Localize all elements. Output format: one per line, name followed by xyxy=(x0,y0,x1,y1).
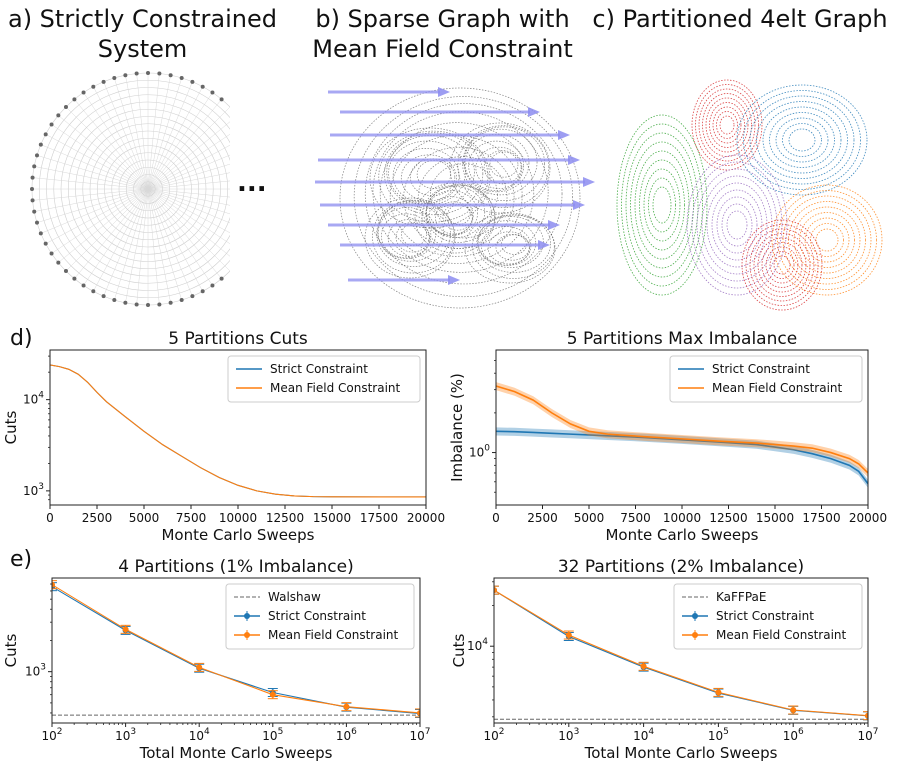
imbalance-xtick-label: 15000 xyxy=(756,511,794,525)
cuts-xtick-label: 5000 xyxy=(129,511,160,525)
chart-cuts-5-partitions: 5 Partitions Cuts 0 2500 5000 7500 10000 12500… xyxy=(2,329,445,544)
cuts-4p-point xyxy=(417,709,420,716)
cuts-32p-plot-frame xyxy=(493,577,869,724)
cuts-4p-plot-frame xyxy=(51,577,421,724)
imbalance-xtick-label: 2500 xyxy=(527,511,558,525)
cuts-4p-y-axis-label: Cuts xyxy=(2,633,20,667)
imbalance-series-line-1 xyxy=(496,385,868,474)
cuts-32p-legend-label: KaFFPaE xyxy=(716,590,766,604)
cuts-4p-xtick-label: 107 xyxy=(409,727,430,743)
cuts-4p-point xyxy=(343,703,350,710)
imbalance-xtick-label: 7500 xyxy=(620,511,651,525)
panel-b-title: b) Sparse Graph with xyxy=(315,5,570,33)
cuts-32p-xtick-label: 104 xyxy=(633,727,654,743)
cuts-32p-x-axis-label: Total Monte Carlo Sweeps xyxy=(584,744,778,762)
cuts-32p-series-line-1 xyxy=(494,589,868,717)
cuts-32p-legend xyxy=(673,583,863,650)
cuts-32p-xtick-label: 106 xyxy=(783,727,804,743)
cuts-4p-legend-label: Mean Field Constraint xyxy=(268,628,399,642)
cuts-4p-xtick-label: 105 xyxy=(262,727,283,743)
imbalance-xtick-label: 12500 xyxy=(709,511,747,525)
cuts-xtick-label: 17500 xyxy=(360,511,398,525)
imbalance-xtick-label: 10000 xyxy=(663,511,701,525)
cuts-xtick-label: 12500 xyxy=(266,511,304,525)
cuts-32p-point xyxy=(865,712,868,719)
cuts-ytick-label: 103 xyxy=(23,482,44,498)
cuts-32p-legend-label: Strict Constraint xyxy=(716,609,814,623)
cuts-xtick-label: 15000 xyxy=(313,511,351,525)
cuts-32p-y-axis-label: Cuts xyxy=(450,633,468,667)
chart-cuts-32-partitions: 32 Partitions (2% Imbalance) 102 103 104 105… xyxy=(450,557,879,762)
cuts-xtick-label: 0 xyxy=(46,511,54,525)
panel-d-label: d) xyxy=(10,326,33,351)
cuts-32p-point xyxy=(640,663,647,670)
cuts-4p-xtick-label: 102 xyxy=(41,727,62,743)
cuts-4p-point xyxy=(52,581,55,588)
panel-a-title: a) Strictly Constrained xyxy=(7,5,277,33)
cuts-32p-xtick-label: 102 xyxy=(483,727,504,743)
cuts-4p-xtick-label: 106 xyxy=(336,727,357,743)
cuts-4p-x-axis-label: Total Monte Carlo Sweeps xyxy=(139,744,333,762)
chart-cuts-4-partitions: 4 Partitions (1% Imbalance) 102 103 104 105 1… xyxy=(2,557,431,762)
panel-c-title: c) Partitioned 4elt Graph xyxy=(592,5,888,33)
imbalance-ytick-label: 100 xyxy=(469,444,490,460)
panel-a-graph xyxy=(30,71,230,307)
cuts-4p-point xyxy=(269,691,276,698)
panel-b-graph xyxy=(315,87,595,309)
imbalance-xtick-label: 17500 xyxy=(802,511,840,525)
imbalance-x-axis-label: Monte Carlo Sweeps xyxy=(605,526,758,544)
cuts-32p-xtick-label: 103 xyxy=(558,727,579,743)
cuts-legend-label: Strict Constraint xyxy=(270,362,368,376)
cuts-legend-label: Mean Field Constraint xyxy=(270,381,401,395)
panel-a-ellipsis: ... xyxy=(237,168,267,198)
cuts-4p-xtick-label: 104 xyxy=(189,727,210,743)
cuts-4p-series-line-1 xyxy=(52,584,420,714)
panel-c-graph xyxy=(616,79,883,311)
imbalance-legend xyxy=(669,355,863,403)
cuts-4p-xtick-label: 103 xyxy=(115,727,136,743)
cuts-4p-point xyxy=(196,664,203,671)
cuts-4p-legend-label: Walshaw xyxy=(268,590,321,604)
panel-e-label: e) xyxy=(10,547,33,572)
imbalance-xtick-label: 5000 xyxy=(574,511,605,525)
panel-b-title-line2: Mean Field Constraint xyxy=(312,35,573,63)
cuts-4p-chart-title: 4 Partitions (1% Imbalance) xyxy=(118,557,353,577)
cuts-xtick-label: 7500 xyxy=(176,511,207,525)
cuts-4p-legend-label: Strict Constraint xyxy=(268,609,366,623)
cuts-32p-legend-label: Mean Field Constraint xyxy=(716,628,847,642)
cuts-32p-xtick-label: 107 xyxy=(857,727,878,743)
cuts-y-axis-label: Cuts xyxy=(2,410,20,444)
cuts-32p-ytick-label: 104 xyxy=(467,637,488,653)
cuts-32p-point xyxy=(565,632,572,639)
cuts-xtick-label: 2500 xyxy=(82,511,113,525)
cuts-4p-point xyxy=(122,626,129,633)
cuts-32p-point xyxy=(715,689,722,696)
chart-imbalance-5-partitions: 5 Partitions Max Imbalance 0 2500 5000 7500 1… xyxy=(448,329,887,544)
cuts-32p-chart-title: 32 Partitions (2% Imbalance) xyxy=(558,557,804,577)
cuts-32p-point xyxy=(790,707,797,714)
cuts-4p-legend xyxy=(225,583,415,650)
imbalance-xtick-label: 20000 xyxy=(849,511,887,525)
imbalance-y-axis-label: Imbalance (%) xyxy=(448,373,466,482)
cuts-chart-title: 5 Partitions Cuts xyxy=(168,329,308,349)
cuts-32p-xtick-label: 105 xyxy=(708,727,729,743)
imbalance-legend-label: Mean Field Constraint xyxy=(712,381,843,395)
cuts-series-line-1 xyxy=(50,364,426,498)
cuts-32p-point xyxy=(494,587,497,594)
cuts-xtick-label: 10000 xyxy=(219,511,257,525)
cuts-4p-ytick-label: 103 xyxy=(25,663,46,679)
imbalance-series-line-0 xyxy=(496,430,868,485)
cuts-legend xyxy=(227,355,421,403)
cuts-x-axis-label: Monte Carlo Sweeps xyxy=(161,526,314,544)
cuts-xtick-label: 20000 xyxy=(407,511,445,525)
panel-a-title-line2: System xyxy=(97,35,188,63)
cuts-ytick-label: 104 xyxy=(23,391,44,407)
imbalance-xtick-label: 0 xyxy=(492,511,500,525)
imbalance-legend-label: Strict Constraint xyxy=(712,362,810,376)
imbalance-chart-title: 5 Partitions Max Imbalance xyxy=(567,329,797,349)
